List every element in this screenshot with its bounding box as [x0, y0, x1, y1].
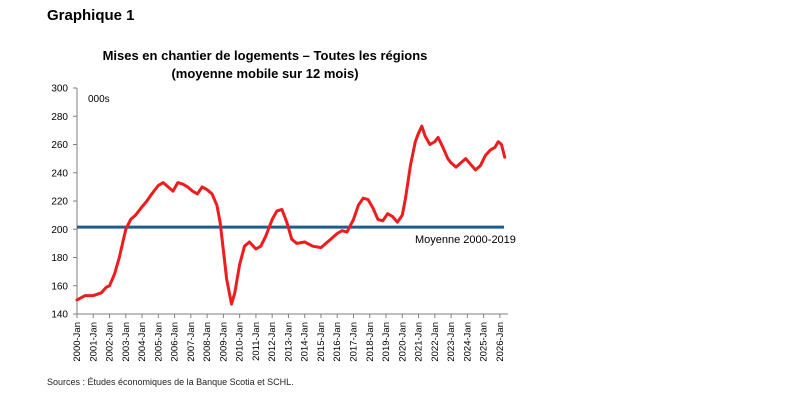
housing-starts-series-line	[75, 124, 507, 306]
x-tick-label: 2025-Jan	[479, 322, 490, 362]
average-line-label: Moyenne 2000-2019	[415, 234, 516, 246]
x-tick-label: 2005-Jan	[153, 322, 164, 362]
x-tick-label: 2001-Jan	[88, 322, 99, 362]
x-tick-label: 2006-Jan	[170, 322, 181, 362]
x-tick-label: 2023-Jan	[446, 322, 457, 362]
x-tick-label: 2007-Jan	[186, 322, 197, 362]
y-tick-label: 220	[51, 197, 68, 208]
x-tick-label: 2022-Jan	[430, 322, 441, 362]
x-tick-label: 2004-Jan	[137, 322, 148, 362]
x-tick-label: 2009-Jan	[218, 322, 229, 362]
y-tick-label: 280	[51, 112, 68, 123]
chart-title: Mises en chantier de logements – Toutes …	[102, 48, 428, 63]
chart-title-block: Mises en chantier de logements – Toutes …	[40, 47, 490, 83]
y-tick-label: 140	[51, 310, 68, 321]
x-tick-label: 2014-Jan	[300, 322, 311, 362]
y-tick-label: 200	[51, 225, 68, 236]
source-note: Sources : Études économiques de la Banqu…	[47, 377, 294, 387]
x-tick-label: 2024-Jan	[462, 322, 473, 362]
chart-subtitle: (moyenne mobile sur 12 mois)	[171, 66, 359, 81]
y-tick-label: 180	[51, 253, 68, 264]
y-tick-label: 240	[51, 168, 68, 179]
y-tick-label: 160	[51, 281, 68, 292]
x-tick-label: 2012-Jan	[267, 322, 278, 362]
x-tick-label: 2016-Jan	[332, 322, 343, 362]
x-tick-label: 2020-Jan	[397, 322, 408, 362]
x-tick-label: 2026-Jan	[495, 322, 506, 362]
y-tick-label: 260	[51, 140, 68, 151]
x-tick-label: 2003-Jan	[121, 322, 132, 362]
x-tick-label: 2013-Jan	[283, 322, 294, 362]
x-tick-label: 2021-Jan	[414, 322, 425, 362]
x-tick-label: 2010-Jan	[235, 322, 246, 362]
x-tick-label: 2019-Jan	[381, 322, 392, 362]
unit-label: 000s	[88, 94, 110, 105]
figure-label: Graphique 1	[47, 7, 135, 24]
x-tick-label: 2018-Jan	[365, 322, 376, 362]
x-tick-label: 2011-Jan	[251, 322, 262, 361]
x-tick-label: 2015-Jan	[316, 322, 327, 362]
x-tick-label: 2000-Jan	[72, 322, 83, 362]
x-tick-label: 2002-Jan	[105, 322, 116, 362]
y-tick-label: 300	[51, 84, 68, 95]
x-tick-label: 2008-Jan	[202, 322, 213, 362]
x-tick-label: 2017-Jan	[348, 322, 359, 362]
